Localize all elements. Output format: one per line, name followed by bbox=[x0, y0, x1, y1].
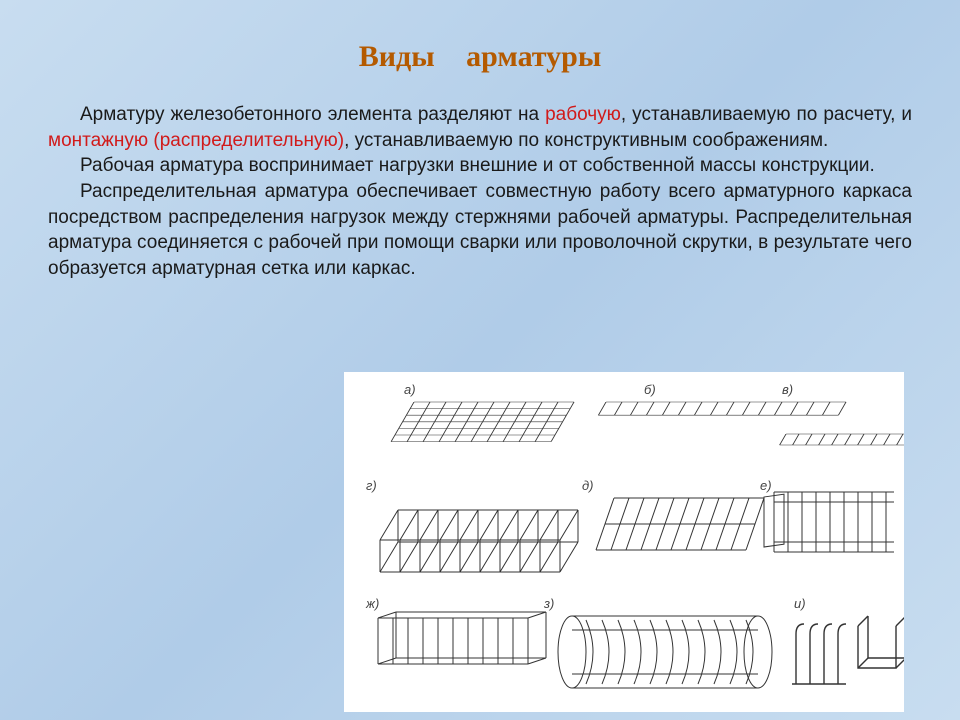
p1-run-a: Арматуру железобетонного элемента раздел… bbox=[80, 104, 545, 125]
p1-highlight-1: рабочую bbox=[545, 104, 621, 125]
label-f: е) bbox=[760, 478, 772, 493]
slide-title: Виды арматуры bbox=[48, 40, 912, 74]
label-e: д) bbox=[582, 478, 594, 493]
label-i: и) bbox=[794, 596, 806, 611]
rebar-types-diagram: а) б) в) г) д) е) ж) з) и) bbox=[344, 372, 904, 712]
label-g: ж) bbox=[365, 596, 379, 611]
label-d: г) bbox=[366, 478, 377, 493]
p1-run-b: , устанавливаемую по расчету, и bbox=[621, 104, 912, 125]
figure-container: а) б) в) г) д) е) ж) з) и) bbox=[344, 372, 904, 712]
paragraph-3: Распределительная арматура обеспечивает … bbox=[48, 179, 912, 282]
p1-run-c: , устанавливаемую по конструктивным сооб… bbox=[344, 130, 828, 151]
p1-highlight-2: монтажную (распределительную) bbox=[48, 130, 344, 151]
label-h: з) bbox=[543, 596, 554, 611]
label-a: а) bbox=[404, 382, 416, 397]
paragraph-1: Арматуру железобетонного элемента раздел… bbox=[48, 102, 912, 153]
label-c: в) bbox=[782, 382, 793, 397]
body-text: Арматуру железобетонного элемента раздел… bbox=[48, 102, 912, 281]
paragraph-2: Рабочая арматура воспринимает нагрузки в… bbox=[48, 153, 912, 179]
label-b: б) bbox=[644, 382, 656, 397]
slide-container: Виды арматуры Арматуру железобетонного э… bbox=[0, 0, 960, 720]
